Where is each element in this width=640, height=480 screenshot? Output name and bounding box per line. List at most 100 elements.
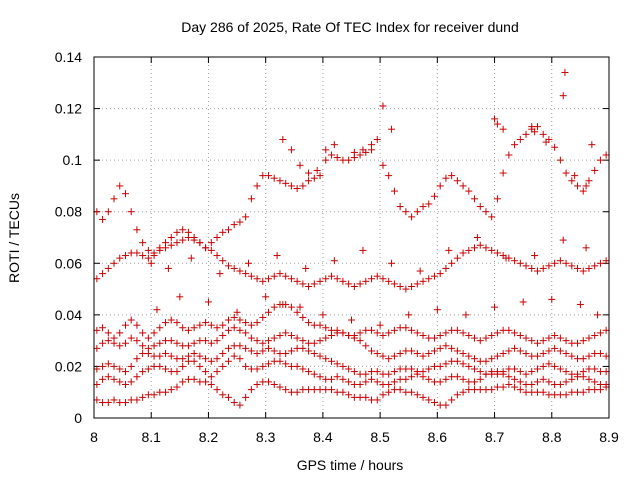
data-point: [139, 368, 147, 376]
data-point: [602, 151, 610, 159]
data-point: [93, 326, 101, 334]
data-point: [265, 344, 273, 352]
y-tick-label: 0.14: [55, 49, 82, 65]
data-point: [253, 319, 261, 327]
data-point: [585, 352, 593, 360]
data-point: [242, 270, 250, 278]
data-point: [379, 102, 387, 110]
data-point: [373, 272, 381, 280]
plot-frame: [93, 56, 610, 419]
data-point: [127, 208, 135, 216]
data-point: [93, 208, 101, 216]
data-point: [436, 344, 444, 352]
data-point: [482, 357, 490, 365]
data-point: [594, 311, 602, 319]
data-point: [556, 380, 564, 388]
data-point: [436, 331, 444, 339]
data-point: [419, 393, 427, 401]
data-point: [385, 277, 393, 285]
data-point: [505, 326, 513, 334]
data-point: [539, 350, 547, 358]
data-point: [585, 375, 593, 383]
data-point: [162, 365, 170, 373]
data-point: [465, 246, 473, 254]
data-point: [230, 221, 238, 229]
data-point: [156, 244, 164, 252]
data-point: [247, 334, 255, 342]
data-point: [116, 254, 124, 262]
data-point: [213, 252, 221, 260]
data-point: [150, 391, 158, 399]
data-point: [345, 391, 353, 399]
data-point: [305, 347, 313, 355]
data-point: [591, 365, 599, 373]
data-point: [110, 334, 118, 342]
data-point: [253, 380, 261, 388]
data-point: [453, 254, 461, 262]
data-point: [493, 329, 501, 337]
data-point: [150, 249, 158, 257]
data-point: [459, 388, 467, 396]
data-point: [99, 215, 107, 223]
data-point: [133, 396, 141, 404]
y-tick-labels: 0 0.02 0.04 0.06 0.08 0.1 0.12 0.14: [55, 49, 82, 426]
data-point: [345, 156, 353, 164]
data-point: [265, 378, 273, 386]
data-point: [459, 182, 467, 190]
data-point: [282, 272, 290, 280]
x-tick-label: 8.4: [313, 429, 333, 445]
data-point: [453, 177, 461, 185]
data-point: [184, 326, 192, 334]
x-tick-label: 8.5: [370, 429, 390, 445]
data-point: [562, 259, 570, 267]
data-point: [236, 342, 244, 350]
data-point: [253, 182, 261, 190]
data-point: [408, 388, 416, 396]
data-point: [327, 151, 335, 159]
data-point: [448, 259, 456, 267]
data-point: [345, 378, 353, 386]
data-point: [316, 373, 324, 381]
data-point: [196, 352, 204, 360]
data-point: [116, 365, 124, 373]
data-point: [442, 375, 450, 383]
data-point: [402, 375, 410, 383]
data-point: [471, 378, 479, 386]
data-point: [133, 226, 141, 234]
data-point: [556, 347, 564, 355]
data-point: [362, 370, 370, 378]
data-point: [385, 329, 393, 337]
data-point: [551, 344, 559, 352]
data-point: [413, 350, 421, 358]
data-point: [319, 311, 327, 319]
y-axis-label: ROTI / TECUs: [6, 193, 22, 283]
data-point: [202, 319, 210, 327]
data-point: [167, 316, 175, 324]
data-point: [156, 352, 164, 360]
data-point: [247, 321, 255, 329]
data-point: [511, 344, 519, 352]
data-point: [265, 337, 273, 345]
data-point: [388, 125, 396, 133]
data-point: [139, 329, 147, 337]
data-point: [299, 313, 307, 321]
data-point: [179, 236, 187, 244]
data-point: [596, 156, 604, 164]
data-point: [471, 244, 479, 252]
data-point: [287, 347, 295, 355]
data-point: [259, 313, 267, 321]
data-point: [385, 370, 393, 378]
data-point: [104, 373, 112, 381]
data-point: [419, 352, 427, 360]
data-point: [465, 352, 473, 360]
data-point: [110, 375, 118, 383]
data-point: [167, 241, 175, 249]
data-point: [345, 280, 353, 288]
data-point: [425, 396, 433, 404]
data-point: [471, 195, 479, 203]
data-point: [356, 151, 364, 159]
data-point: [196, 362, 204, 370]
axis-ticks: [93, 56, 610, 419]
data-point: [207, 357, 215, 365]
data-point: [339, 375, 347, 383]
